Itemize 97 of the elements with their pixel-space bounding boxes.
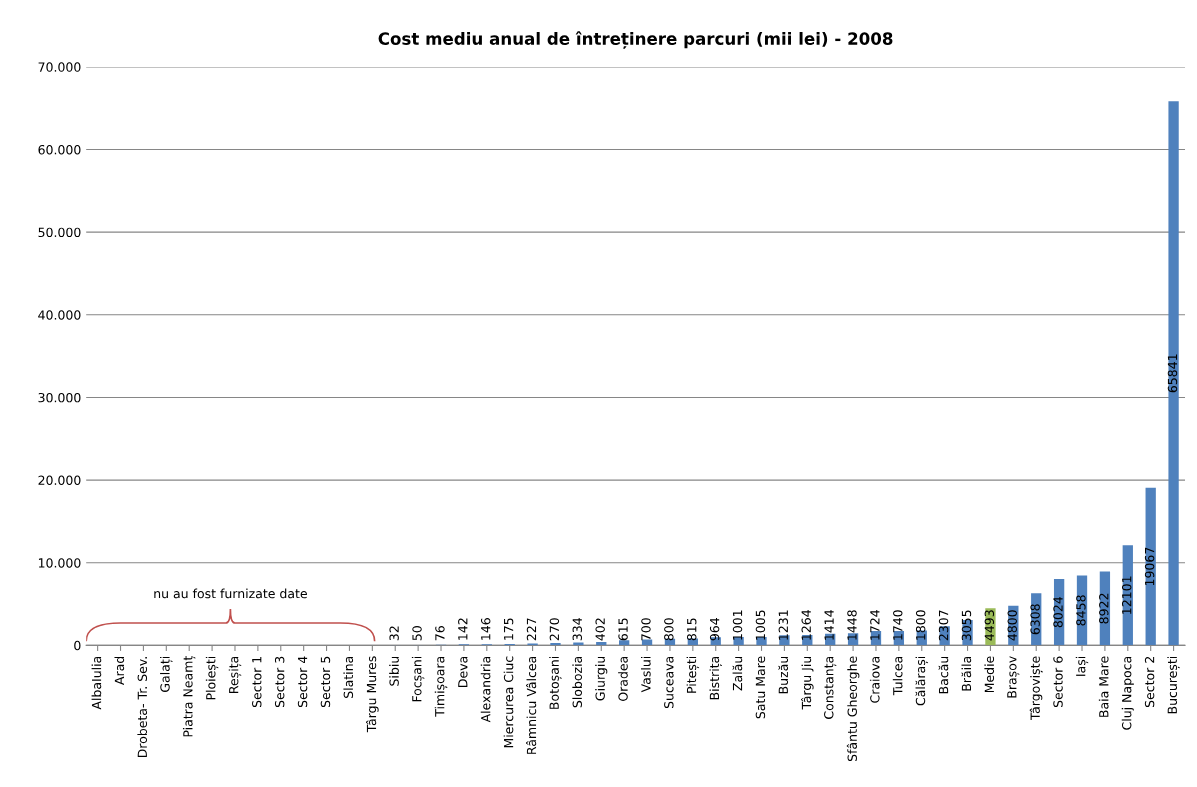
x-tick-label: Alexandria [480, 656, 491, 723]
x-tick-label: Constanța [824, 656, 837, 719]
x-tick-label: Oradea [618, 656, 628, 701]
x-tick-label: Sector 3 [274, 656, 285, 708]
y-tick-label: 20.000 [38, 475, 81, 485]
x-tick-label: Sibiu [389, 656, 399, 686]
x-tick-label: Sector 2 [1144, 657, 1155, 708]
data-label: 3055 [961, 610, 972, 641]
x-tick-label: Tulcea [892, 656, 903, 696]
data-label: 2307 [938, 610, 949, 641]
x-tick-label: Buzău [778, 656, 789, 694]
x-tick-label: Râmnicu Vâlcea [526, 656, 537, 754]
x-tick-label: Cluj Napoca [1121, 656, 1134, 730]
x-tick-label: Pitești [686, 656, 700, 693]
data-label: 175 [504, 618, 514, 640]
data-label: 142 [458, 618, 468, 640]
x-tick-label: Sector 4 [297, 656, 308, 708]
x-tick-label: Sector 5 [320, 656, 331, 708]
data-label: 50 [412, 626, 422, 641]
x-tick-label: Sector 1 [252, 656, 262, 708]
x-tick-label: AlbaIulia [91, 656, 102, 710]
x-tick-label: Târgu Mures [366, 656, 379, 733]
x-tick-label: Slobozia [572, 656, 582, 708]
x-tick-label: Craiova [869, 656, 880, 703]
data-label: 6308 [1030, 604, 1040, 635]
data-label: 4493 [984, 610, 995, 641]
x-tick-label: Arad [114, 656, 125, 685]
data-label: 1800 [915, 610, 926, 640]
y-tick-label: 30.000 [38, 392, 81, 403]
data-label: 227 [526, 618, 537, 641]
x-tick-label: Suceava [664, 656, 674, 709]
x-tick-label: Miercurea Ciuc [503, 656, 514, 748]
x-tick-label: Medie [984, 656, 995, 693]
bar [1145, 487, 1156, 646]
data-label: 146 [480, 618, 491, 640]
x-tick-label: Bacău [938, 656, 949, 694]
y-tick-label: 0 [74, 640, 81, 651]
data-label: 32 [389, 626, 399, 641]
bar [550, 643, 561, 646]
data-label: 1414 [824, 610, 834, 640]
x-tick-label: Baia Mare [1098, 656, 1109, 717]
x-tick-label: Slatina [343, 656, 354, 698]
data-label: 1001 [732, 610, 743, 640]
data-label: 1005 [755, 610, 766, 640]
x-tick-label: Sector 6 [1053, 656, 1063, 708]
data-label: 8458 [1076, 595, 1086, 626]
data-label: 270 [549, 618, 560, 641]
x-tick-label: Piatra Neamț [182, 656, 196, 737]
x-tick-label: Vaslui [641, 656, 651, 693]
data-label: 1448 [847, 610, 857, 640]
x-tick-label: Deva [458, 656, 468, 687]
y-tick-label: 10.000 [38, 558, 81, 568]
chart-title: Cost mediu anual de întreținere parcuri (mii lei) - 2008 [378, 31, 893, 49]
y-tick-label: 50.000 [38, 227, 81, 238]
x-tick-label: Galați [160, 656, 173, 692]
x-tick-label: Brașov [1007, 656, 1020, 698]
x-tick-label: Brăila [961, 656, 972, 691]
x-tick-label: Giurgiu [595, 656, 608, 701]
data-label: 1231 [778, 610, 789, 640]
x-tick-label: Călărași [915, 656, 929, 706]
x-tick-label: Timișoara [434, 656, 448, 717]
x-tick-label: Satu Mare [755, 656, 766, 719]
data-label: 964 [709, 618, 720, 641]
y-tick-label: 70.000 [38, 62, 81, 72]
data-label: 65841 [1167, 354, 1178, 393]
x-tick-label: Târgoviște [1029, 656, 1043, 721]
data-label: 4800 [1007, 610, 1017, 641]
data-label: 1724 [870, 610, 880, 640]
data-label: 1264 [801, 610, 811, 640]
data-label: 76 [435, 626, 445, 641]
x-tick-label: Iași [1075, 656, 1089, 676]
data-label: 800 [664, 618, 674, 641]
data-label: 402 [595, 618, 605, 641]
x-tick-label: Ploiești [205, 656, 219, 700]
x-tick-label: Bistrița [709, 656, 722, 700]
annotation: nu au fost furnizate date [154, 588, 307, 599]
data-label: 334 [572, 618, 582, 641]
y-tick-label: 40.000 [38, 310, 81, 320]
x-tick-label: Sfântu Gheorghe [846, 656, 860, 762]
data-label: 8024 [1053, 596, 1063, 628]
data-label: 815 [687, 618, 697, 641]
x-tick-label: Zalău [732, 656, 743, 691]
x-tick-label: Târgu Jiu [801, 656, 814, 710]
x-tick-label: Botoșani [549, 656, 562, 709]
data-label: 615 [618, 618, 628, 641]
x-tick-label: Reșița [228, 656, 242, 693]
data-label: 1740 [893, 610, 903, 640]
bar [619, 640, 630, 646]
x-tick-label: Drobeta- Tr. Sev. [137, 657, 148, 758]
bar [1168, 101, 1179, 646]
x-tick-label: București [1167, 656, 1180, 714]
x-tick-label: Focșani [411, 656, 425, 702]
data-label: 8922 [1099, 593, 1109, 624]
data-label: 12101 [1121, 576, 1132, 614]
y-tick-label: 60.000 [38, 145, 81, 155]
data-label: 19067 [1144, 547, 1155, 586]
data-label: 700 [641, 618, 651, 641]
